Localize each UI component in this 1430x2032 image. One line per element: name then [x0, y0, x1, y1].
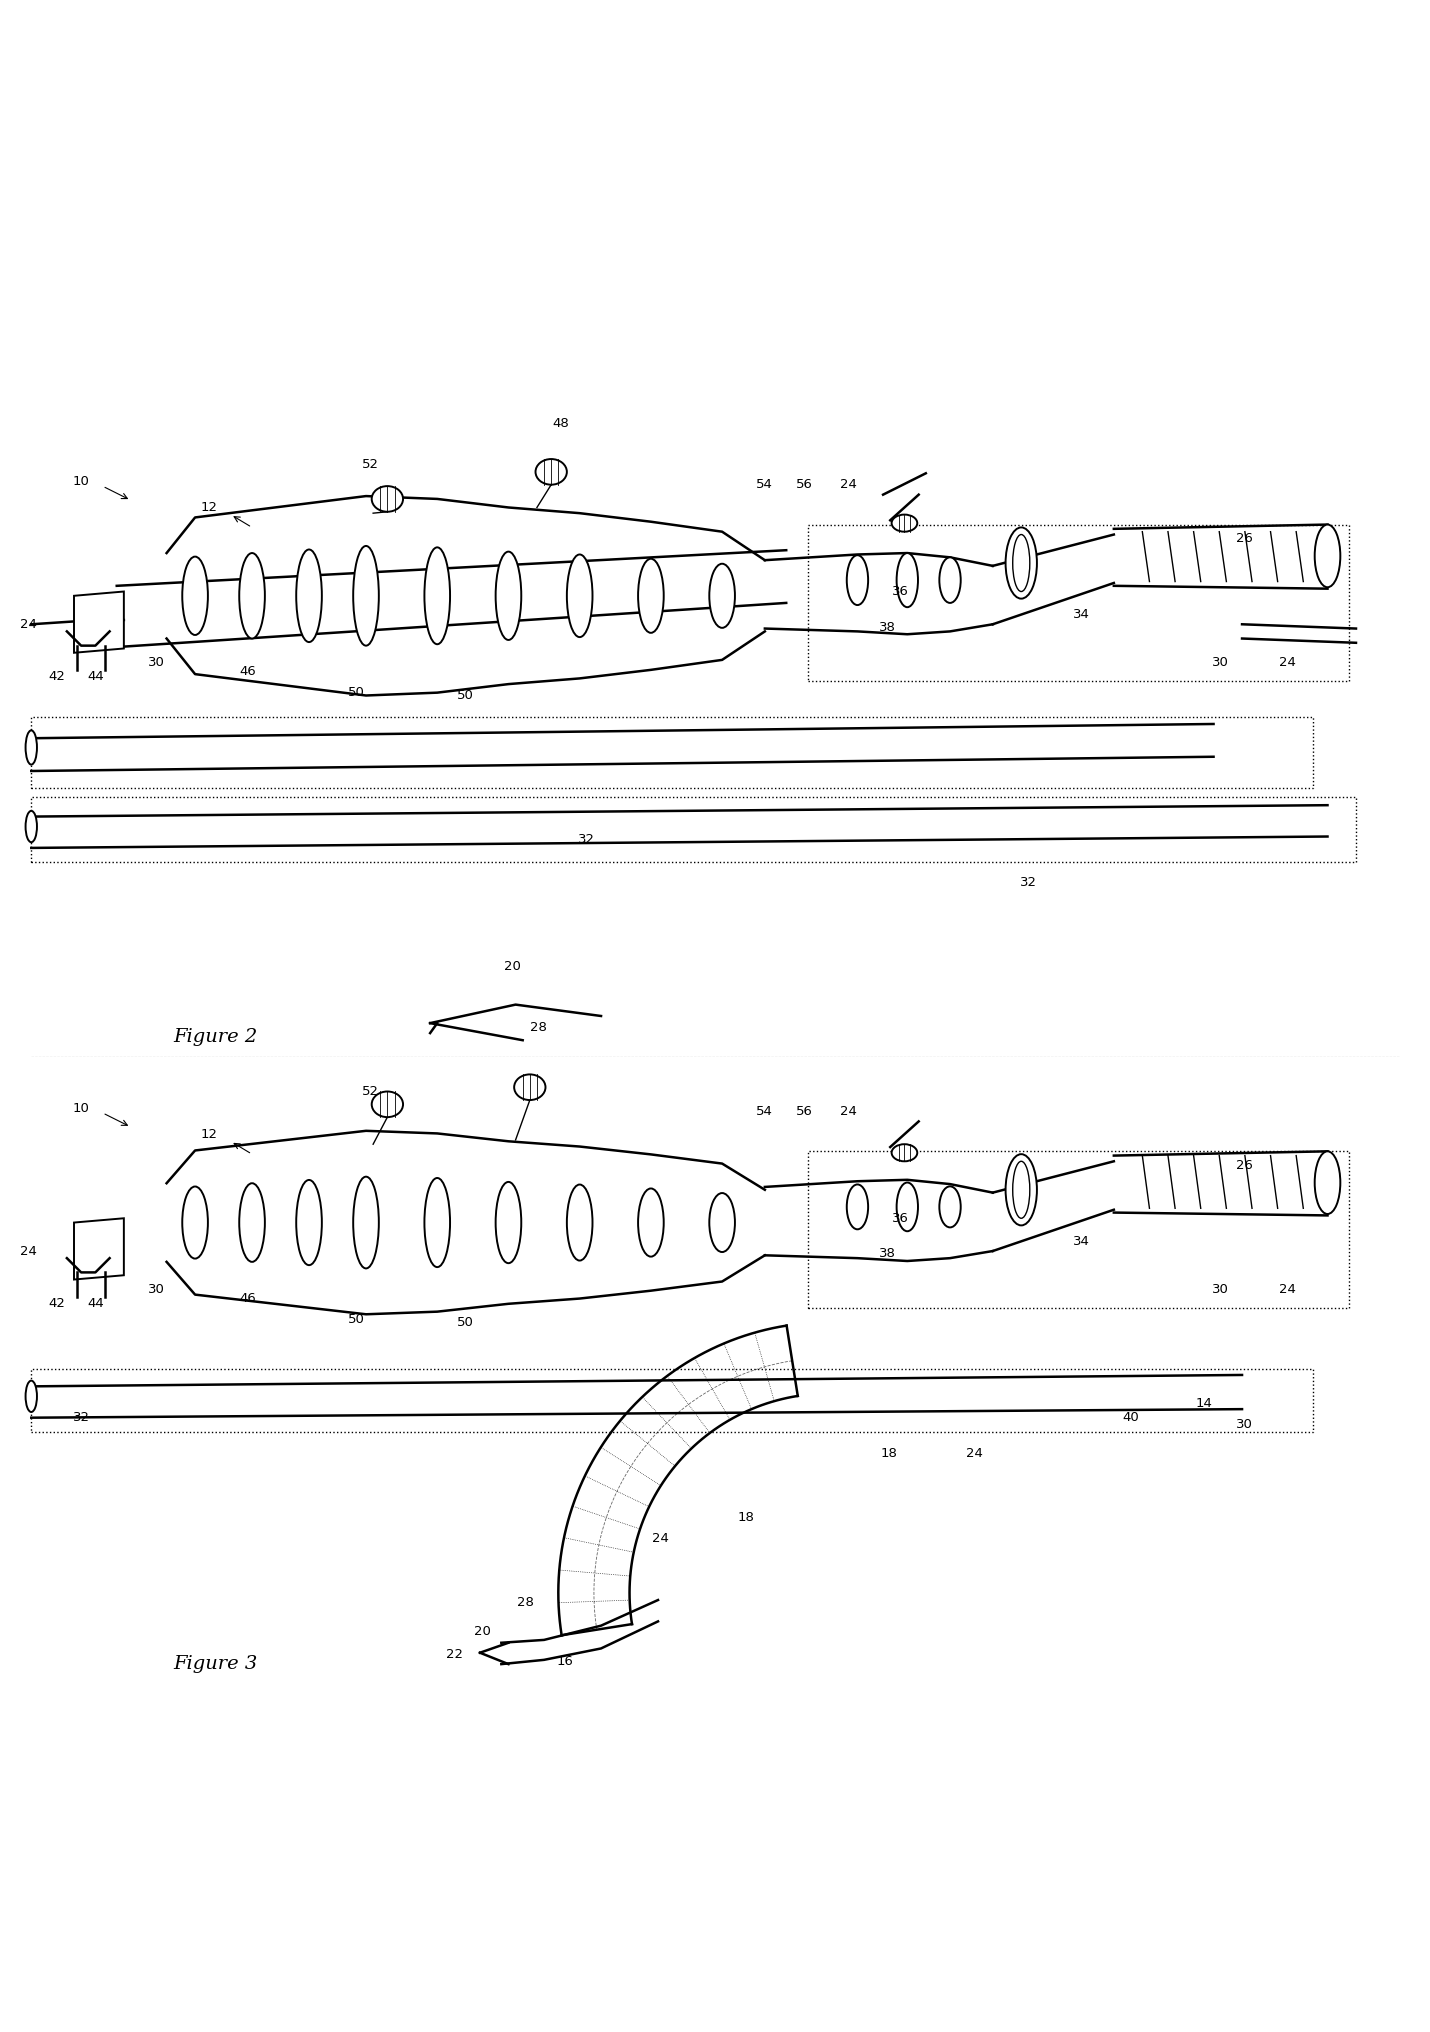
Ellipse shape: [353, 547, 379, 646]
Text: 20: 20: [475, 1626, 492, 1638]
Text: 38: 38: [879, 620, 895, 634]
Ellipse shape: [496, 1183, 522, 1264]
Text: 50: 50: [458, 1317, 475, 1329]
Text: 24: 24: [841, 1105, 858, 1118]
Text: 32: 32: [578, 833, 595, 845]
Ellipse shape: [1012, 1162, 1030, 1219]
Text: 26: 26: [1237, 1158, 1253, 1172]
Text: 16: 16: [558, 1654, 573, 1668]
Text: 52: 52: [362, 459, 379, 471]
Text: 50: 50: [347, 1313, 365, 1327]
Ellipse shape: [182, 1187, 207, 1258]
Text: 42: 42: [49, 671, 66, 683]
Ellipse shape: [847, 555, 868, 606]
Ellipse shape: [940, 557, 961, 604]
Ellipse shape: [26, 1380, 37, 1412]
Text: 42: 42: [49, 1296, 66, 1311]
Polygon shape: [74, 591, 124, 652]
Ellipse shape: [296, 549, 322, 642]
Ellipse shape: [372, 1091, 403, 1118]
Text: Figure 2: Figure 2: [173, 1028, 257, 1046]
Text: 12: 12: [200, 502, 217, 514]
Ellipse shape: [425, 547, 450, 644]
Ellipse shape: [897, 1183, 918, 1231]
Text: 24: 24: [841, 478, 858, 492]
Text: 50: 50: [347, 687, 365, 699]
Ellipse shape: [638, 559, 664, 632]
Ellipse shape: [425, 1179, 450, 1268]
Text: 34: 34: [1072, 608, 1090, 622]
Text: 28: 28: [518, 1597, 533, 1609]
Text: 46: 46: [239, 664, 256, 679]
Text: 56: 56: [797, 478, 814, 492]
Text: 30: 30: [149, 1282, 164, 1296]
Text: 44: 44: [87, 1296, 104, 1311]
Ellipse shape: [892, 1144, 917, 1162]
Text: 32: 32: [1020, 876, 1037, 888]
Text: 32: 32: [73, 1410, 90, 1424]
Ellipse shape: [353, 1177, 379, 1268]
Ellipse shape: [847, 1185, 868, 1229]
Text: 30: 30: [1237, 1418, 1253, 1431]
Text: 50: 50: [458, 689, 475, 701]
Text: 24: 24: [1280, 656, 1296, 669]
Ellipse shape: [1314, 1152, 1340, 1213]
Text: 12: 12: [200, 1128, 217, 1140]
Ellipse shape: [372, 486, 403, 512]
Text: 10: 10: [73, 1101, 90, 1116]
Text: 54: 54: [756, 478, 774, 492]
Text: 52: 52: [362, 1085, 379, 1097]
Text: 24: 24: [652, 1532, 669, 1544]
Text: 36: 36: [892, 585, 908, 597]
Ellipse shape: [239, 1183, 265, 1262]
Ellipse shape: [709, 563, 735, 628]
Ellipse shape: [535, 459, 566, 486]
Ellipse shape: [638, 1189, 664, 1256]
Ellipse shape: [26, 729, 37, 764]
Text: 48: 48: [553, 417, 569, 431]
Text: 24: 24: [20, 1244, 37, 1258]
Text: 34: 34: [1072, 1235, 1090, 1248]
Ellipse shape: [1314, 524, 1340, 587]
Ellipse shape: [709, 1193, 735, 1252]
Text: 24: 24: [20, 618, 37, 630]
Ellipse shape: [1005, 528, 1037, 599]
Ellipse shape: [566, 555, 592, 638]
Text: 24: 24: [1280, 1282, 1296, 1296]
Text: Figure 3: Figure 3: [173, 1656, 257, 1672]
Ellipse shape: [296, 1181, 322, 1266]
Ellipse shape: [515, 1075, 545, 1099]
Ellipse shape: [892, 514, 917, 532]
Ellipse shape: [239, 553, 265, 638]
Ellipse shape: [897, 553, 918, 608]
Text: 24: 24: [965, 1447, 982, 1459]
Polygon shape: [74, 1219, 124, 1280]
Ellipse shape: [496, 551, 522, 640]
Text: 26: 26: [1237, 532, 1253, 545]
Text: 56: 56: [797, 1105, 814, 1118]
Text: 44: 44: [87, 671, 104, 683]
Text: 28: 28: [531, 1020, 546, 1034]
Ellipse shape: [26, 811, 37, 841]
Text: 22: 22: [446, 1648, 463, 1660]
Text: 30: 30: [1213, 656, 1230, 669]
Text: 14: 14: [1195, 1396, 1213, 1410]
Ellipse shape: [182, 557, 207, 634]
Text: 40: 40: [1123, 1410, 1140, 1424]
Ellipse shape: [940, 1187, 961, 1227]
Text: 46: 46: [239, 1292, 256, 1305]
Text: 10: 10: [73, 475, 90, 488]
Ellipse shape: [566, 1185, 592, 1260]
Text: 30: 30: [1213, 1282, 1230, 1296]
Text: 38: 38: [879, 1248, 895, 1260]
Text: 20: 20: [505, 959, 521, 973]
Text: 18: 18: [738, 1512, 755, 1524]
Text: 36: 36: [892, 1211, 908, 1225]
Ellipse shape: [1012, 534, 1030, 591]
Ellipse shape: [1005, 1154, 1037, 1225]
Text: 54: 54: [756, 1105, 774, 1118]
Text: 30: 30: [149, 656, 164, 669]
Text: 18: 18: [881, 1447, 897, 1459]
